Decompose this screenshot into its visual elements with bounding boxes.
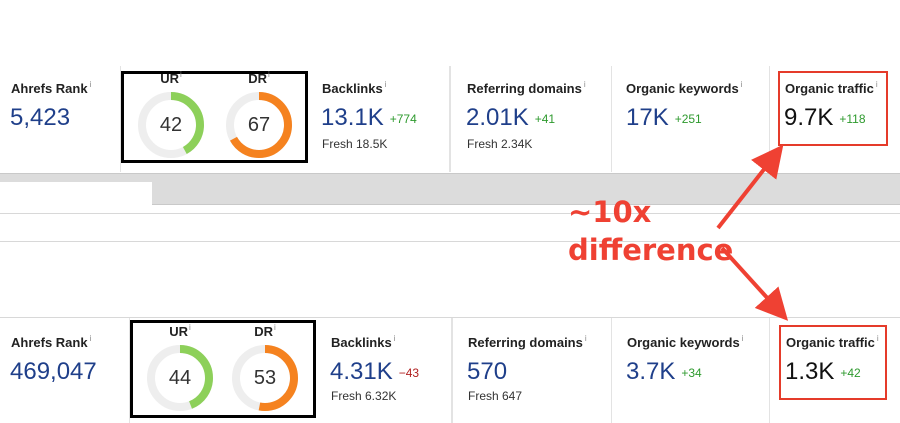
ur-label: URi — [160, 70, 182, 86]
organic-keywords-delta: +251 — [674, 111, 702, 126]
organic-traffic-label: Organic traffic i — [786, 334, 879, 350]
organic-keywords-label: Organic keywords i — [626, 80, 743, 96]
ur-value: 42 — [159, 114, 183, 136]
ur-value: 44 — [168, 367, 192, 389]
referring-domains-value[interactable]: 570 — [467, 358, 508, 385]
dr-gauge: DRi 67 — [224, 70, 294, 160]
backlinks-value[interactable]: 13.1K +774 — [321, 104, 417, 131]
separator-line — [0, 317, 900, 318]
ahrefs-rank-label: Ahrefs Rank i — [11, 80, 92, 96]
dr-gauge: DRi 53 — [230, 323, 300, 413]
info-icon[interactable]: i — [89, 80, 92, 89]
difference-annotation: ~10x difference — [568, 193, 748, 269]
organic-traffic-highlight — [779, 325, 887, 400]
info-icon[interactable]: i — [268, 70, 270, 79]
referring-domains-fresh: Fresh 647 — [468, 389, 523, 403]
separator-block — [0, 182, 152, 206]
info-icon[interactable]: i — [180, 70, 182, 79]
arrow-up-icon — [716, 144, 784, 230]
organic-keywords-value[interactable]: 17K +251 — [626, 104, 702, 131]
info-icon[interactable]: i — [584, 334, 587, 343]
organic-keywords-card: Organic keywords i 3.7K +34 — [612, 318, 770, 423]
organic-traffic-value[interactable]: 1.3K +42 — [785, 358, 861, 385]
ahrefs-rank-value: 469,047 — [10, 358, 97, 385]
dr-value: 53 — [253, 367, 277, 389]
info-icon[interactable]: i — [583, 80, 586, 89]
backlinks-label: Backlinks i — [322, 80, 387, 96]
referring-domains-label: Referring domains i — [467, 80, 586, 96]
bottom-metrics-panel: Ahrefs Rank i 469,047 Backlinks i 4.31K −43… — [0, 318, 900, 423]
organic-keywords-label: Organic keywords i — [627, 334, 744, 350]
ur-arc — [147, 345, 213, 411]
referring-domains-card: Referring domains i 570 Fresh 647 — [452, 318, 612, 423]
backlinks-delta: +774 — [389, 111, 417, 126]
backlinks-fresh: Fresh 18.5K — [322, 137, 388, 151]
organic-traffic-delta: +42 — [840, 365, 861, 380]
info-icon[interactable]: i — [89, 334, 92, 343]
info-icon[interactable]: i — [876, 334, 879, 343]
info-icon[interactable]: i — [875, 80, 878, 89]
dr-label: DRi — [254, 323, 276, 339]
dr-label: DRi — [248, 70, 270, 86]
dr-arc — [232, 345, 298, 411]
referring-domains-card: Referring domains i 2.01K +41 Fresh 2.34K — [450, 66, 612, 172]
info-icon[interactable]: i — [274, 323, 276, 332]
ahrefs-rank-card: Ahrefs Rank i 469,047 — [0, 318, 130, 423]
ur-arc — [138, 92, 204, 158]
dr-arc — [226, 92, 292, 158]
backlinks-card: Backlinks i 13.1K +774 Fresh 18.5K — [310, 66, 450, 172]
backlinks-card: Backlinks i 4.31K −43 Fresh 6.32K — [318, 318, 452, 423]
referring-domains-value[interactable]: 2.01K +41 — [466, 104, 556, 131]
rating-gauges-box: URi 44 DRi 53 — [130, 320, 316, 418]
referring-domains-fresh: Fresh 2.34K — [467, 137, 533, 151]
organic-traffic-card: Organic traffic i 1.3K +42 — [770, 318, 900, 423]
organic-keywords-delta: +34 — [681, 365, 702, 380]
organic-keywords-card: Organic keywords i 17K +251 — [612, 66, 770, 172]
organic-traffic-card: Organic traffic i 9.7K +118 — [770, 66, 900, 172]
info-icon[interactable]: i — [189, 323, 191, 332]
ur-ring — [147, 345, 213, 411]
backlinks-fresh: Fresh 6.32K — [331, 389, 397, 403]
ahrefs-rank-label: Ahrefs Rank i — [11, 334, 92, 350]
organic-traffic-value[interactable]: 9.7K +118 — [784, 104, 866, 131]
dr-value: 67 — [247, 114, 271, 136]
separator-line — [0, 213, 900, 214]
info-icon[interactable]: i — [740, 80, 743, 89]
info-icon[interactable]: i — [741, 334, 744, 343]
ahrefs-rank-value: 5,423 — [10, 104, 71, 131]
arrow-down-icon — [720, 246, 789, 321]
annotation-line-2: difference — [568, 233, 734, 267]
ahrefs-rank-card: Ahrefs Rank i 5,423 — [0, 66, 121, 172]
rating-gauges-box: URi 42 DRi 67 — [121, 70, 308, 163]
ur-gauge: URi 42 — [136, 70, 206, 160]
info-icon[interactable]: i — [393, 334, 396, 343]
dr-ring — [232, 345, 298, 411]
organic-traffic-label: Organic traffic i — [785, 80, 878, 96]
ur-ring — [138, 92, 204, 158]
separator-line — [0, 241, 900, 242]
ur-gauge: URi 44 — [145, 323, 215, 413]
organic-traffic-delta: +118 — [839, 111, 866, 126]
annotation-line-1: ~10x — [568, 195, 652, 229]
info-icon[interactable]: i — [384, 80, 387, 89]
backlinks-delta: −43 — [398, 365, 420, 380]
organic-traffic-highlight — [778, 71, 888, 146]
backlinks-label: Backlinks i — [331, 334, 396, 350]
referring-domains-label: Referring domains i — [468, 334, 587, 350]
top-metrics-panel: Ahrefs Rank i 5,423 Referring domains i 2.… — [0, 66, 900, 172]
backlinks-value[interactable]: 4.31K −43 — [330, 358, 420, 385]
dr-ring — [226, 92, 292, 158]
referring-domains-delta: +41 — [534, 111, 556, 126]
organic-keywords-value[interactable]: 3.7K +34 — [626, 358, 702, 385]
ur-label: URi — [169, 323, 191, 339]
